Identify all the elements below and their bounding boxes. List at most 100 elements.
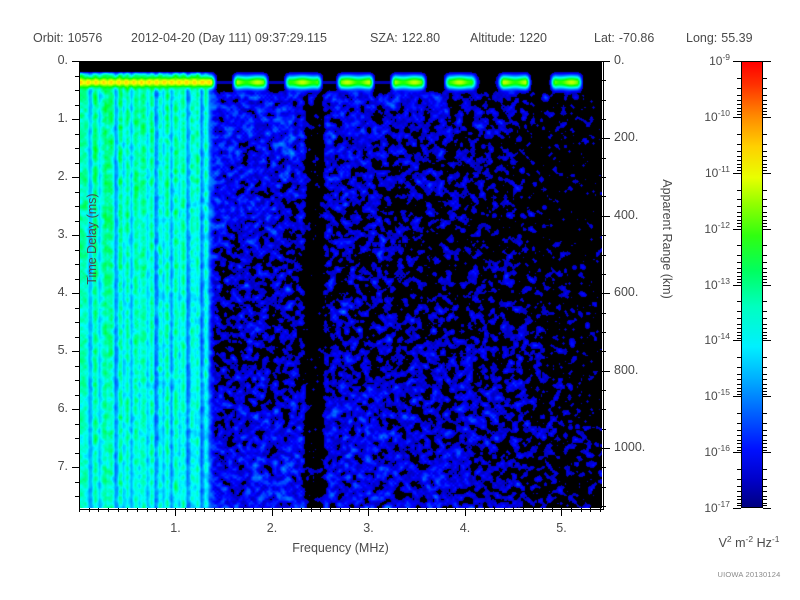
colorbar-minor-tick[interactable] [763,77,767,79]
y-tick[interactable] [75,104,79,106]
colorbar-minor-tick[interactable] [737,485,741,487]
x-tick[interactable] [320,508,322,512]
colorbar-tick[interactable] [733,284,741,286]
colorbar-minor-tick[interactable] [737,267,741,269]
x-tick[interactable] [243,508,245,512]
y-tick[interactable] [75,365,79,367]
x-tick[interactable] [590,508,592,512]
y-tick[interactable] [75,394,79,396]
y-tick[interactable] [75,148,79,150]
colorbar-minor-tick[interactable] [763,164,767,166]
colorbar-minor-tick[interactable] [737,301,741,303]
colorbar-tick[interactable] [763,284,771,286]
y2-tick[interactable] [602,370,610,372]
colorbar-minor-tick[interactable] [763,281,767,283]
colorbar-minor-tick[interactable] [737,100,741,102]
y2-tick[interactable] [602,254,606,256]
colorbar-minor-tick[interactable] [763,211,767,213]
colorbar-minor-tick[interactable] [763,245,767,247]
colorbar-minor-tick[interactable] [763,255,767,257]
colorbar-minor-tick[interactable] [737,77,741,79]
colorbar-minor-tick[interactable] [737,281,741,283]
colorbar-tick[interactable] [763,508,771,509]
colorbar-tick-label[interactable]: 10-12 [704,219,730,236]
colorbar-minor-tick[interactable] [737,449,741,451]
x-tick[interactable] [532,508,534,512]
colorbar-tick[interactable] [733,172,741,174]
colorbar-minor-tick[interactable] [737,155,741,157]
x-tick[interactable] [136,508,138,512]
colorbar-minor-tick[interactable] [737,189,741,191]
colorbar-minor-tick[interactable] [737,367,741,369]
y-tick-label[interactable]: 2. [57,169,68,184]
colorbar-minor-tick[interactable] [737,478,741,480]
y2-tick[interactable] [602,467,606,469]
x-tick[interactable] [233,508,235,512]
colorbar-minor-tick[interactable] [737,491,741,493]
y2-tick-label[interactable]: 600. [614,285,639,300]
y2-tick[interactable] [602,273,606,275]
colorbar-minor-tick[interactable] [737,327,741,329]
x-tick[interactable] [484,508,486,512]
y-tick[interactable] [72,293,79,295]
y-tick[interactable] [75,380,79,382]
colorbar-minor-tick[interactable] [763,491,767,493]
colorbar-minor-tick[interactable] [763,108,767,110]
y2-tick[interactable] [602,409,606,411]
y2-tick[interactable] [602,61,610,62]
y2-tick-label[interactable]: 200. [614,130,639,145]
y2-tick[interactable] [602,157,606,159]
colorbar-tick[interactable] [763,61,771,62]
x-tick[interactable] [561,508,563,516]
colorbar-minor-tick[interactable] [737,439,741,441]
x-tick[interactable] [571,508,573,512]
y2-tick[interactable] [602,235,606,237]
x-tick[interactable] [455,508,457,512]
y-tick-label[interactable]: 1. [57,111,68,126]
colorbar-minor-tick[interactable] [737,279,741,281]
colorbar-minor-tick[interactable] [737,226,741,228]
colorbar-minor-tick[interactable] [763,435,767,437]
y-tick[interactable] [75,191,79,193]
y-tick[interactable] [72,409,79,411]
colorbar-minor-tick[interactable] [763,357,767,359]
x-tick[interactable] [378,508,380,512]
x-tick[interactable] [522,508,524,512]
x-tick[interactable] [339,508,341,512]
y-tick[interactable] [75,133,79,135]
colorbar-minor-tick[interactable] [763,337,767,339]
x-tick[interactable] [436,508,438,512]
colorbar-tick[interactable] [763,340,771,342]
colorbar-minor-tick[interactable] [737,108,741,110]
x-tick-label[interactable]: 5. [556,521,567,535]
y2-tick-label[interactable]: 400. [614,207,639,222]
x-tick[interactable] [387,508,389,512]
y2-tick[interactable] [602,293,610,295]
colorbar-minor-tick[interactable] [763,449,767,451]
y2-tick[interactable] [602,80,606,82]
x-tick-label[interactable]: 1. [170,521,181,535]
y-tick[interactable] [75,278,79,280]
colorbar-minor-tick[interactable] [737,150,741,152]
y-tick[interactable] [75,336,79,338]
colorbar-minor-tick[interactable] [737,429,741,431]
colorbar-tick[interactable] [763,452,771,454]
colorbar-minor-tick[interactable] [737,502,741,504]
y2-tick[interactable] [602,312,606,314]
x-tick[interactable] [117,508,119,512]
x-tick[interactable] [291,508,293,512]
colorbar-minor-tick[interactable] [737,211,741,213]
y2-tick[interactable] [602,389,606,391]
colorbar-tick-label[interactable]: 10-11 [704,163,730,180]
colorbar-minor-tick[interactable] [737,311,741,313]
x-tick[interactable] [185,508,187,512]
x-tick[interactable] [252,508,254,512]
x-tick[interactable] [397,508,399,512]
x-tick[interactable] [98,508,100,512]
colorbar-tick[interactable] [763,116,771,118]
colorbar-minor-tick[interactable] [763,199,767,201]
x-tick[interactable] [580,508,582,512]
colorbar-minor-tick[interactable] [763,413,767,415]
y-tick[interactable] [75,249,79,251]
x-tick[interactable] [368,508,370,516]
